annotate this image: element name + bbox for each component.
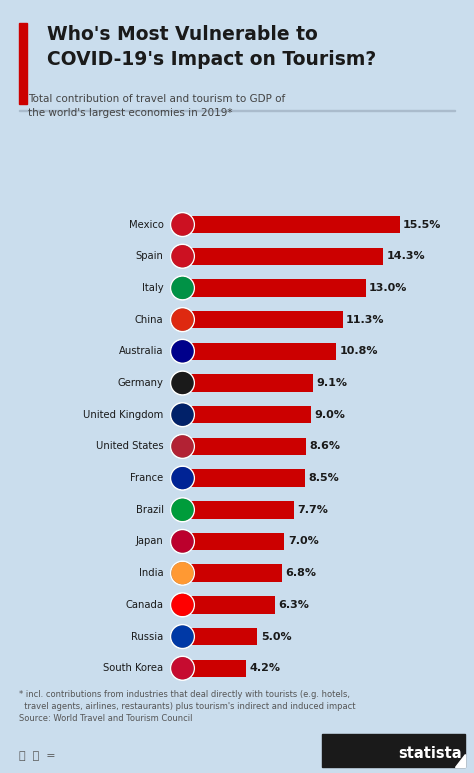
Bar	[190, 564, 282, 582]
Text: 5.0%: 5.0%	[261, 632, 292, 642]
Text: 7.7%: 7.7%	[297, 505, 328, 515]
Text: * incl. contributions from industries that deal directly with tourists (e.g. hot: * incl. contributions from industries th…	[19, 690, 355, 723]
Text: 13.0%: 13.0%	[369, 283, 408, 293]
Text: France: France	[130, 473, 164, 483]
Bar	[190, 216, 400, 233]
Text: 6.3%: 6.3%	[278, 600, 309, 610]
Bar	[190, 311, 343, 329]
Text: India: India	[139, 568, 164, 578]
Text: Mexico: Mexico	[128, 220, 164, 230]
Text: 9.0%: 9.0%	[315, 410, 346, 420]
Text: United Kingdom: United Kingdom	[83, 410, 164, 420]
Bar	[190, 279, 365, 297]
Text: Ⓒ  ⓘ  =: Ⓒ ⓘ =	[19, 751, 55, 761]
Text: Spain: Spain	[136, 251, 164, 261]
Text: 8.6%: 8.6%	[310, 441, 340, 451]
Text: Brazil: Brazil	[136, 505, 164, 515]
Bar	[190, 342, 336, 360]
Text: statista: statista	[399, 746, 462, 761]
Text: 14.3%: 14.3%	[387, 251, 425, 261]
Text: Germany: Germany	[118, 378, 164, 388]
Text: 10.8%: 10.8%	[339, 346, 378, 356]
Text: COVID-19's Impact on Tourism?: COVID-19's Impact on Tourism?	[47, 50, 377, 70]
Bar	[190, 406, 311, 424]
Bar	[190, 628, 257, 645]
Text: Italy: Italy	[142, 283, 164, 293]
Text: Canada: Canada	[126, 600, 164, 610]
Text: Who's Most Vulnerable to: Who's Most Vulnerable to	[47, 25, 318, 44]
Bar	[190, 533, 284, 550]
Text: United States: United States	[96, 441, 164, 451]
Text: 4.2%: 4.2%	[250, 663, 281, 673]
Text: 7.0%: 7.0%	[288, 536, 319, 547]
Bar	[190, 438, 306, 455]
Bar	[190, 596, 275, 614]
Text: 9.1%: 9.1%	[316, 378, 347, 388]
Text: Japan: Japan	[136, 536, 164, 547]
Bar	[190, 659, 246, 677]
Text: China: China	[135, 315, 164, 325]
Text: 15.5%: 15.5%	[403, 220, 441, 230]
Text: South Korea: South Korea	[103, 663, 164, 673]
Bar	[190, 374, 313, 392]
Bar	[190, 501, 294, 519]
Text: 6.8%: 6.8%	[285, 568, 316, 578]
Text: 8.5%: 8.5%	[308, 473, 339, 483]
Text: Total contribution of travel and tourism to GDP of
the world's largest economies: Total contribution of travel and tourism…	[28, 94, 286, 118]
Text: 11.3%: 11.3%	[346, 315, 384, 325]
Text: Australia: Australia	[119, 346, 164, 356]
Bar	[190, 469, 305, 487]
Bar	[190, 247, 383, 265]
Text: Russia: Russia	[131, 632, 164, 642]
